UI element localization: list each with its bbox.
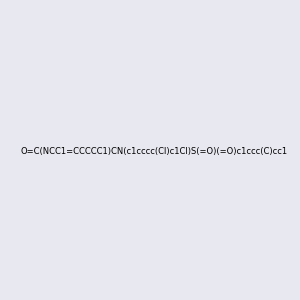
Text: O=C(NCC1=CCCCC1)CN(c1cccc(Cl)c1Cl)S(=O)(=O)c1ccc(C)cc1: O=C(NCC1=CCCCC1)CN(c1cccc(Cl)c1Cl)S(=O)(…	[20, 147, 287, 156]
